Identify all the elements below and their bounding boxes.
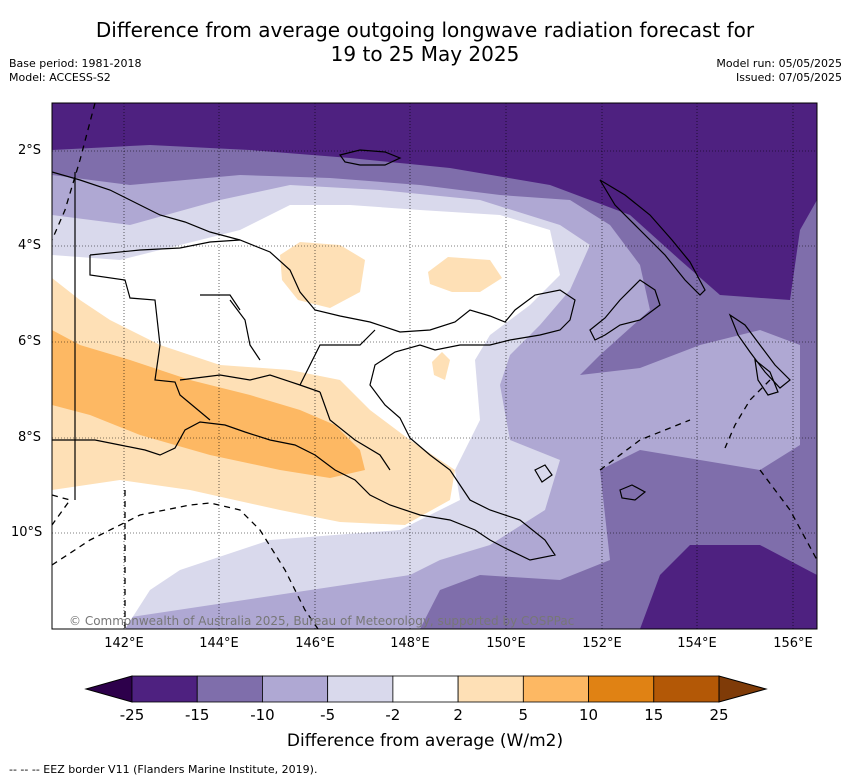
model-info: Base period: 1981-2018 Model: ACCESS-S2	[9, 57, 141, 85]
base-period-text: Base period: 1981-2018	[9, 57, 142, 70]
model-run-text: Model run: 05/05/2025	[716, 57, 842, 70]
graticule	[52, 103, 817, 629]
lon-label: 156°E	[773, 636, 813, 651]
colorbar-segment	[457, 675, 524, 703]
colorbar-tick-label: -2	[385, 706, 401, 724]
lat-label: 2°S	[18, 143, 42, 158]
fill-band-weak-positive-east	[428, 257, 502, 292]
title-line-2: 19 to 25 May 2025	[330, 42, 520, 66]
lon-label: 148°E	[390, 636, 430, 651]
lon-label: 146°E	[295, 636, 335, 651]
colorbar-tick-label: -5	[320, 706, 336, 724]
new-ireland-coastline	[599, 179, 706, 296]
colorbar-tick-label: 2	[453, 706, 463, 724]
colorbar-tick-label: -10	[250, 706, 275, 724]
copyright-notice: © Commonwealth of Australia 2025, Bureau…	[69, 614, 575, 628]
fill-band-weak-positive-islet	[432, 352, 450, 380]
anomaly-field	[52, 103, 817, 629]
map-frame	[51, 102, 818, 630]
colorbar-tick-label: -15	[184, 706, 210, 724]
colorbar-tick-label: 15	[644, 706, 664, 724]
colorbar-segment	[131, 675, 198, 703]
eez-border	[52, 103, 817, 629]
lon-label: 144°E	[199, 636, 239, 651]
colorbar-segment	[196, 675, 263, 703]
solomon-islands-coastline	[728, 313, 791, 389]
lat-label: 8°S	[18, 430, 42, 445]
colorbar-tick-label: 10	[579, 706, 599, 724]
louisiade-coastline	[619, 484, 647, 501]
eez-footnote: -- -- -- EEZ border V11 (Flanders Marine…	[9, 763, 318, 776]
colorbar-tick-label: 5	[518, 706, 529, 724]
colorbar-segment	[653, 675, 720, 703]
colorbar-tick-label: 25	[709, 706, 729, 724]
new-guinea-coastline	[52, 171, 576, 561]
provincial-borders	[89, 239, 391, 471]
run-info: Model run: 05/05/2025 Issued: 07/05/2025	[716, 57, 842, 85]
model-text: Model: ACCESS-S2	[9, 71, 111, 84]
title-line-1: Difference from average outgoing longwav…	[95, 18, 755, 42]
fill-band-moderate-positive	[52, 330, 365, 478]
lat-label: 10°S	[11, 525, 43, 540]
d-entrecasteaux-coastline	[534, 464, 553, 483]
lon-label: 142°E	[104, 636, 144, 651]
coastlines	[52, 149, 791, 561]
colorbar-segment	[392, 675, 459, 703]
lon-label: 154°E	[677, 636, 717, 651]
colorbar-title: Difference from average (W/m2)	[286, 731, 564, 751]
colorbar	[84, 675, 768, 703]
lon-label: 152°E	[582, 636, 622, 651]
map-title: Difference from average outgoing longwav…	[0, 18, 850, 66]
new-britain-coastline	[589, 279, 661, 341]
colorbar-segment	[262, 675, 329, 703]
colorbar-segment	[522, 675, 589, 703]
lat-label: 4°S	[18, 238, 42, 253]
issued-text: Issued: 07/05/2025	[735, 71, 842, 84]
colorbar-under-arrow	[84, 675, 133, 703]
lon-label: 150°E	[486, 636, 526, 651]
lat-label: 6°S	[18, 334, 42, 349]
colorbar-segment	[327, 675, 394, 703]
fill-band-weak-positive-north	[280, 242, 365, 308]
bougainville-coastline	[754, 358, 779, 396]
colorbar-tick-label: -25	[119, 706, 145, 724]
colorbar-over-arrow	[718, 675, 768, 703]
colorbar-segment	[588, 675, 655, 703]
manus-coastline	[338, 149, 402, 166]
